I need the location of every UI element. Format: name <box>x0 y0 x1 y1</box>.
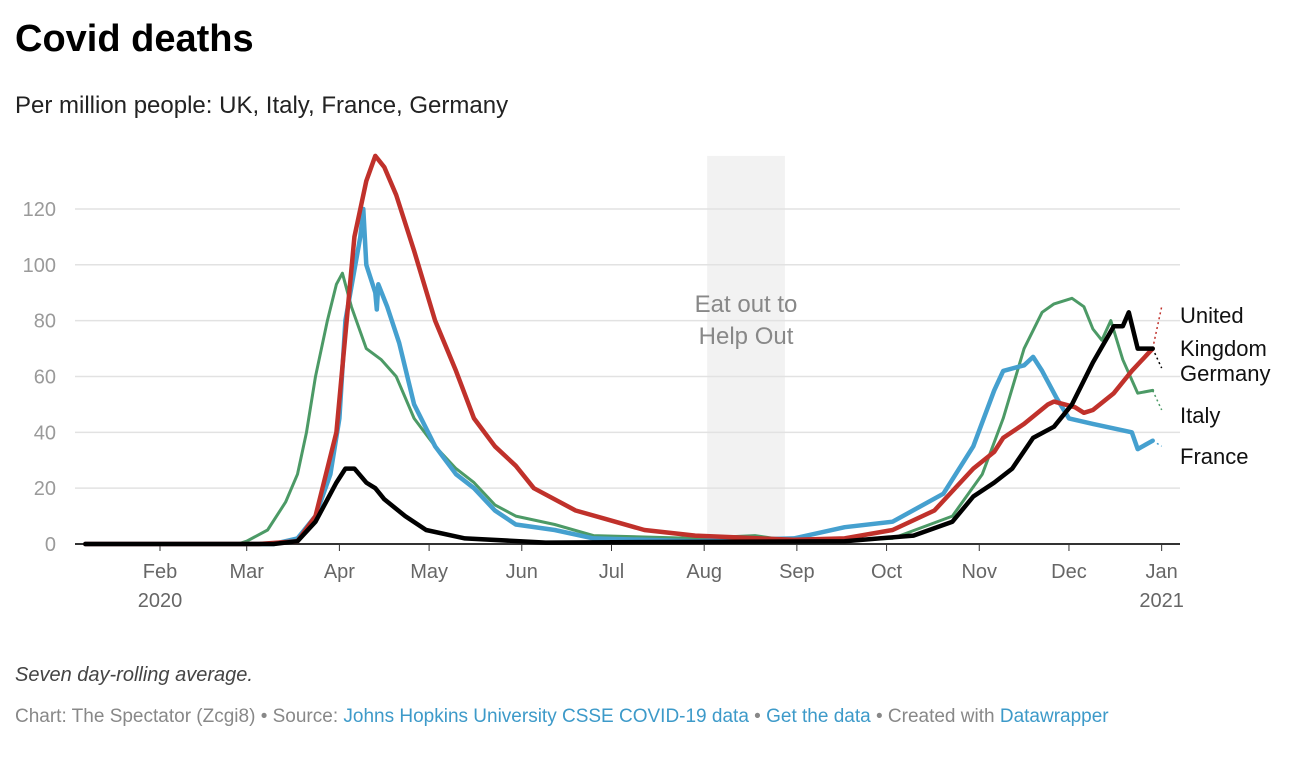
series-line-united-kingdom <box>83 153 1155 547</box>
x-tick-label: Feb <box>143 561 177 583</box>
x-tick-label: Jan <box>1146 561 1178 583</box>
y-tick-label: 120 <box>23 199 56 221</box>
gridlines: 0 20 40 60 80 100 120 <box>23 199 1180 556</box>
x-tick-year: 2021 <box>1139 590 1184 612</box>
x-tick-label: May <box>410 561 448 583</box>
series-label: France <box>1180 444 1248 469</box>
series-label: United <box>1180 303 1244 328</box>
footer-sep: • <box>748 706 767 727</box>
series-label: Germany <box>1180 361 1270 386</box>
x-axis: Feb 2020 Mar Apr May Jun Jul Aug Sep Oct Nov Dec Jan… <box>138 544 1184 612</box>
line-chart: Eat out to Help Out 0 20 40 60 80 100 120 Feb 2… <box>23 153 1270 612</box>
y-tick-label: 80 <box>34 311 56 333</box>
y-tick-label: 20 <box>34 478 56 500</box>
eat-out-shaded-region <box>707 155 785 545</box>
series-extension-dotted <box>1151 306 1163 349</box>
datawrapper-link[interactable]: Datawrapper <box>999 706 1109 727</box>
eat-out-label-line2: Help Out <box>699 323 794 350</box>
x-tick-label: Aug <box>686 561 722 583</box>
get-data-link[interactable]: Get the data <box>766 706 871 727</box>
y-tick-label: 100 <box>23 255 56 277</box>
series-lines <box>83 153 1163 547</box>
series-extension-dotted <box>1152 440 1163 447</box>
x-tick-label: Apr <box>324 561 355 583</box>
x-tick-year: 2020 <box>138 590 183 612</box>
footer-created-with: • Created with <box>870 706 1000 727</box>
x-tick-label: Dec <box>1051 561 1087 583</box>
series-line-germany <box>83 310 1155 547</box>
x-tick-label: Oct <box>871 561 903 583</box>
y-tick-label: 40 <box>34 422 56 444</box>
chart-footer: Chart: The Spectator (Zcgi8) • Source: J… <box>15 706 1109 728</box>
chart-title: Covid deaths <box>15 18 254 60</box>
y-tick-label: 0 <box>45 534 56 556</box>
source-link[interactable]: Johns Hopkins University CSSE COVID-19 d… <box>343 706 749 727</box>
x-tick-label: Nov <box>961 561 997 583</box>
footer-prefix: Chart: The Spectator (Zcgi8) • Source: <box>15 706 344 727</box>
eat-out-label-line1: Eat out to <box>695 291 798 318</box>
series-label: Italy <box>1180 403 1220 428</box>
x-tick-label: Jul <box>599 561 625 583</box>
x-tick-label: Mar <box>229 561 264 583</box>
series-line-france <box>83 206 1155 547</box>
series-label: Kingdom <box>1180 336 1267 361</box>
series-extension-dotted <box>1151 348 1163 369</box>
y-tick-label: 60 <box>34 366 56 388</box>
chart-note: Seven day-rolling average. <box>15 664 253 686</box>
x-tick-label: Jun <box>506 561 538 583</box>
x-tick-label: Sep <box>779 561 815 583</box>
series-line-italy <box>83 271 1155 546</box>
eat-out-band: Eat out to Help Out <box>695 155 798 545</box>
series-extension-dotted <box>1151 390 1163 411</box>
chart-subtitle: Per million people: UK, Italy, France, G… <box>15 92 509 119</box>
